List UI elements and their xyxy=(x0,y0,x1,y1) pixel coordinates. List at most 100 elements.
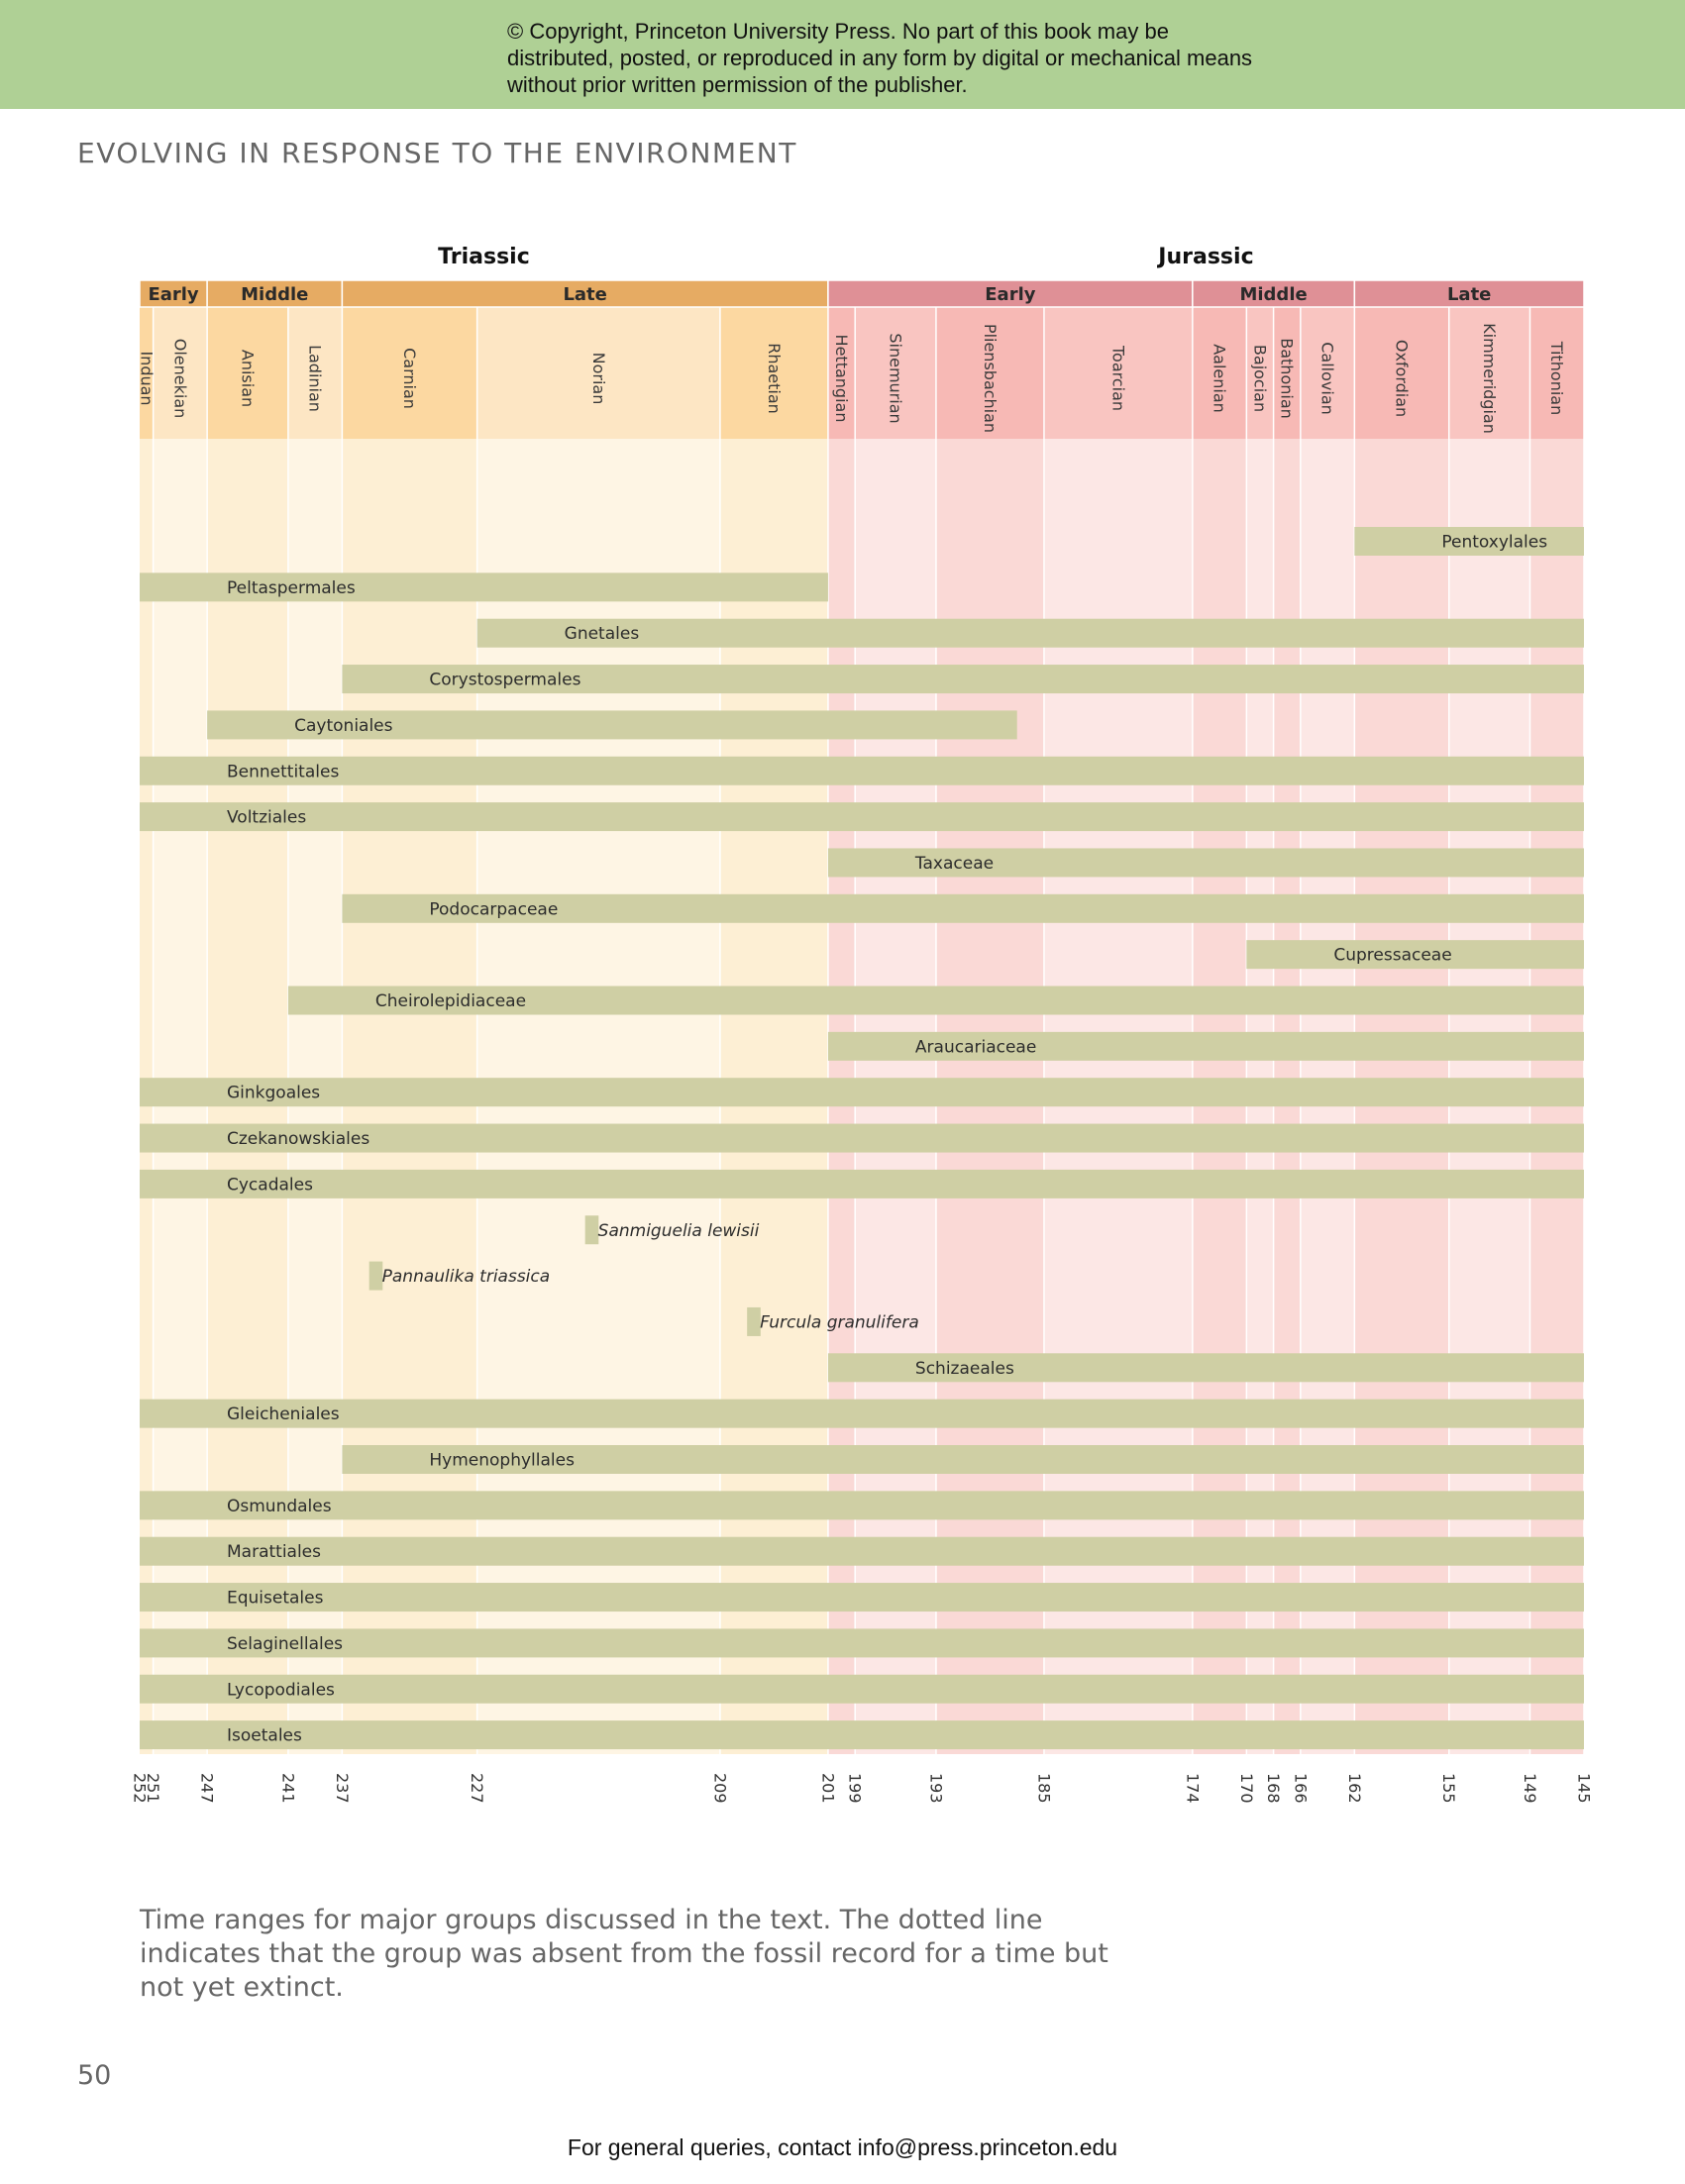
taxon-range-bar xyxy=(140,802,1584,832)
epoch-header-cell xyxy=(1353,279,1585,308)
stage-label: Ladinian xyxy=(306,345,325,412)
taxon-range-bar xyxy=(584,1215,599,1245)
taxon-range-bar xyxy=(140,1491,1584,1520)
stage-header-cell xyxy=(287,307,343,439)
period-label: Jurassic xyxy=(1156,245,1253,269)
stage-header-cell xyxy=(935,307,1044,439)
stage-label: Bathonian xyxy=(1278,338,1297,419)
stage-label: Toarcian xyxy=(1108,345,1127,411)
taxon-range-bar xyxy=(342,893,1584,923)
taxon-range-bar xyxy=(140,1674,1584,1704)
x-tick-label: 237 xyxy=(333,1773,352,1804)
stage-header-cell xyxy=(719,307,828,439)
x-tick-label: 251 xyxy=(144,1773,162,1804)
stage-header-cell xyxy=(207,307,288,439)
x-tick-label: 201 xyxy=(818,1773,837,1804)
stage-label: Carnian xyxy=(400,348,419,409)
stage-label: Pliensbachian xyxy=(981,324,1000,433)
stage-label: Induan xyxy=(137,351,156,405)
taxon-range-bar xyxy=(342,1445,1584,1474)
taxon-label: Bennettitales xyxy=(227,762,339,781)
taxon-range-bar xyxy=(140,1123,1584,1153)
x-tick-label: 241 xyxy=(278,1773,297,1804)
taxon-range-bar xyxy=(140,1399,1584,1428)
taxon-label: Corystospermales xyxy=(429,671,580,690)
taxon-range-bar xyxy=(827,848,1584,878)
x-tick-label: 155 xyxy=(1439,1773,1458,1804)
taxon-range-bar xyxy=(1354,527,1584,556)
stage-header-cell xyxy=(1354,307,1449,439)
taxon-label: Schizaeales xyxy=(915,1359,1014,1379)
stage-label: Bajocian xyxy=(1250,345,1269,412)
stage-header-cell xyxy=(1448,307,1530,439)
copyright-notice: © Copyright, Princeton University Press.… xyxy=(507,19,1253,97)
stage-header-cell xyxy=(1043,307,1193,439)
x-tick-label: 174 xyxy=(1183,1773,1202,1804)
x-tick-label: 149 xyxy=(1521,1773,1539,1804)
stage-label: Hettangian xyxy=(832,335,851,423)
taxon-range-bar xyxy=(140,1169,1584,1198)
epoch-label: Middle xyxy=(1239,284,1307,305)
stage-label: Olenekian xyxy=(170,339,189,419)
stage-label: Aalenian xyxy=(1211,344,1229,413)
taxon-label: Equisetales xyxy=(227,1589,324,1609)
taxon-range-bar xyxy=(140,1583,1584,1612)
taxon-label: Cheirolepidiaceae xyxy=(375,991,526,1011)
taxon-label: Taxaceae xyxy=(914,854,994,874)
taxon-range-bar xyxy=(827,1353,1584,1383)
figure-caption: Time ranges for major groups discussed i… xyxy=(140,1905,1108,2003)
x-tick-label: 168 xyxy=(1264,1773,1283,1804)
stage-label: Rhaetian xyxy=(765,343,784,414)
x-tick-label: 145 xyxy=(1575,1773,1594,1804)
stage-header-cell xyxy=(827,307,856,439)
taxon-label: Caytoniales xyxy=(294,716,393,736)
page-number: 50 xyxy=(77,2060,112,2091)
taxon-range-bar xyxy=(369,1261,383,1291)
epoch-header-cell xyxy=(827,279,1194,308)
stage-header-cell xyxy=(342,307,477,439)
x-tick-label: 209 xyxy=(710,1773,729,1804)
x-tick-label: 247 xyxy=(198,1773,217,1804)
taxon-range-bar xyxy=(140,1078,1584,1107)
taxon-label: Marattiales xyxy=(227,1542,321,1562)
x-tick-label: 193 xyxy=(926,1773,945,1804)
stage-header-cell xyxy=(1192,307,1247,439)
stage-header-cell xyxy=(1246,307,1274,439)
epoch-label: Late xyxy=(1447,284,1491,305)
taxon-label: Pannaulika triassica xyxy=(382,1267,551,1287)
taxon-label: Osmundales xyxy=(227,1497,332,1516)
stage-header-cell xyxy=(153,307,208,439)
x-tick-label: 252 xyxy=(131,1773,150,1804)
taxon-range-bar xyxy=(140,1536,1584,1566)
taxon-label: Selaginellales xyxy=(227,1634,343,1654)
taxon-range-bar xyxy=(140,1628,1584,1658)
stage-label: Oxfordian xyxy=(1393,340,1412,417)
x-tick-label: 185 xyxy=(1034,1773,1053,1804)
taxon-label: Sanmiguelia lewisii xyxy=(598,1221,760,1241)
x-tick-label: 166 xyxy=(1291,1773,1310,1804)
stage-header-cell xyxy=(1300,307,1355,439)
taxon-range-bar xyxy=(476,618,1585,648)
copyright-banner: © Copyright, Princeton University Press.… xyxy=(0,0,1685,109)
taxon-label: Lycopodiales xyxy=(227,1680,335,1700)
taxon-range-bar xyxy=(747,1306,761,1336)
taxon-range-bar xyxy=(207,710,1017,740)
taxon-label: Peltaspermales xyxy=(227,578,356,598)
taxon-label: Gnetales xyxy=(565,624,640,644)
epoch-label: Early xyxy=(148,284,198,305)
x-tick-label: 162 xyxy=(1345,1773,1364,1804)
taxon-label: Pentoxylales xyxy=(1441,533,1547,553)
stage-label: Tithonian xyxy=(1547,341,1566,415)
taxon-range-bar xyxy=(287,986,1585,1015)
stage-header-cell xyxy=(140,307,154,439)
x-tick-label: 199 xyxy=(846,1773,865,1804)
stage-label: Callovian xyxy=(1318,342,1337,415)
taxon-range-bar xyxy=(1246,940,1584,970)
x-tick-label: 170 xyxy=(1237,1773,1256,1804)
taxon-range-bar xyxy=(827,1031,1584,1061)
taxon-label: Podocarpaceae xyxy=(429,899,558,919)
epoch-header-cell xyxy=(1192,279,1356,308)
taxon-label: Araucariaceae xyxy=(915,1037,1036,1057)
stage-header-cell xyxy=(1529,307,1584,439)
taxon-label: Cycadales xyxy=(227,1175,313,1195)
